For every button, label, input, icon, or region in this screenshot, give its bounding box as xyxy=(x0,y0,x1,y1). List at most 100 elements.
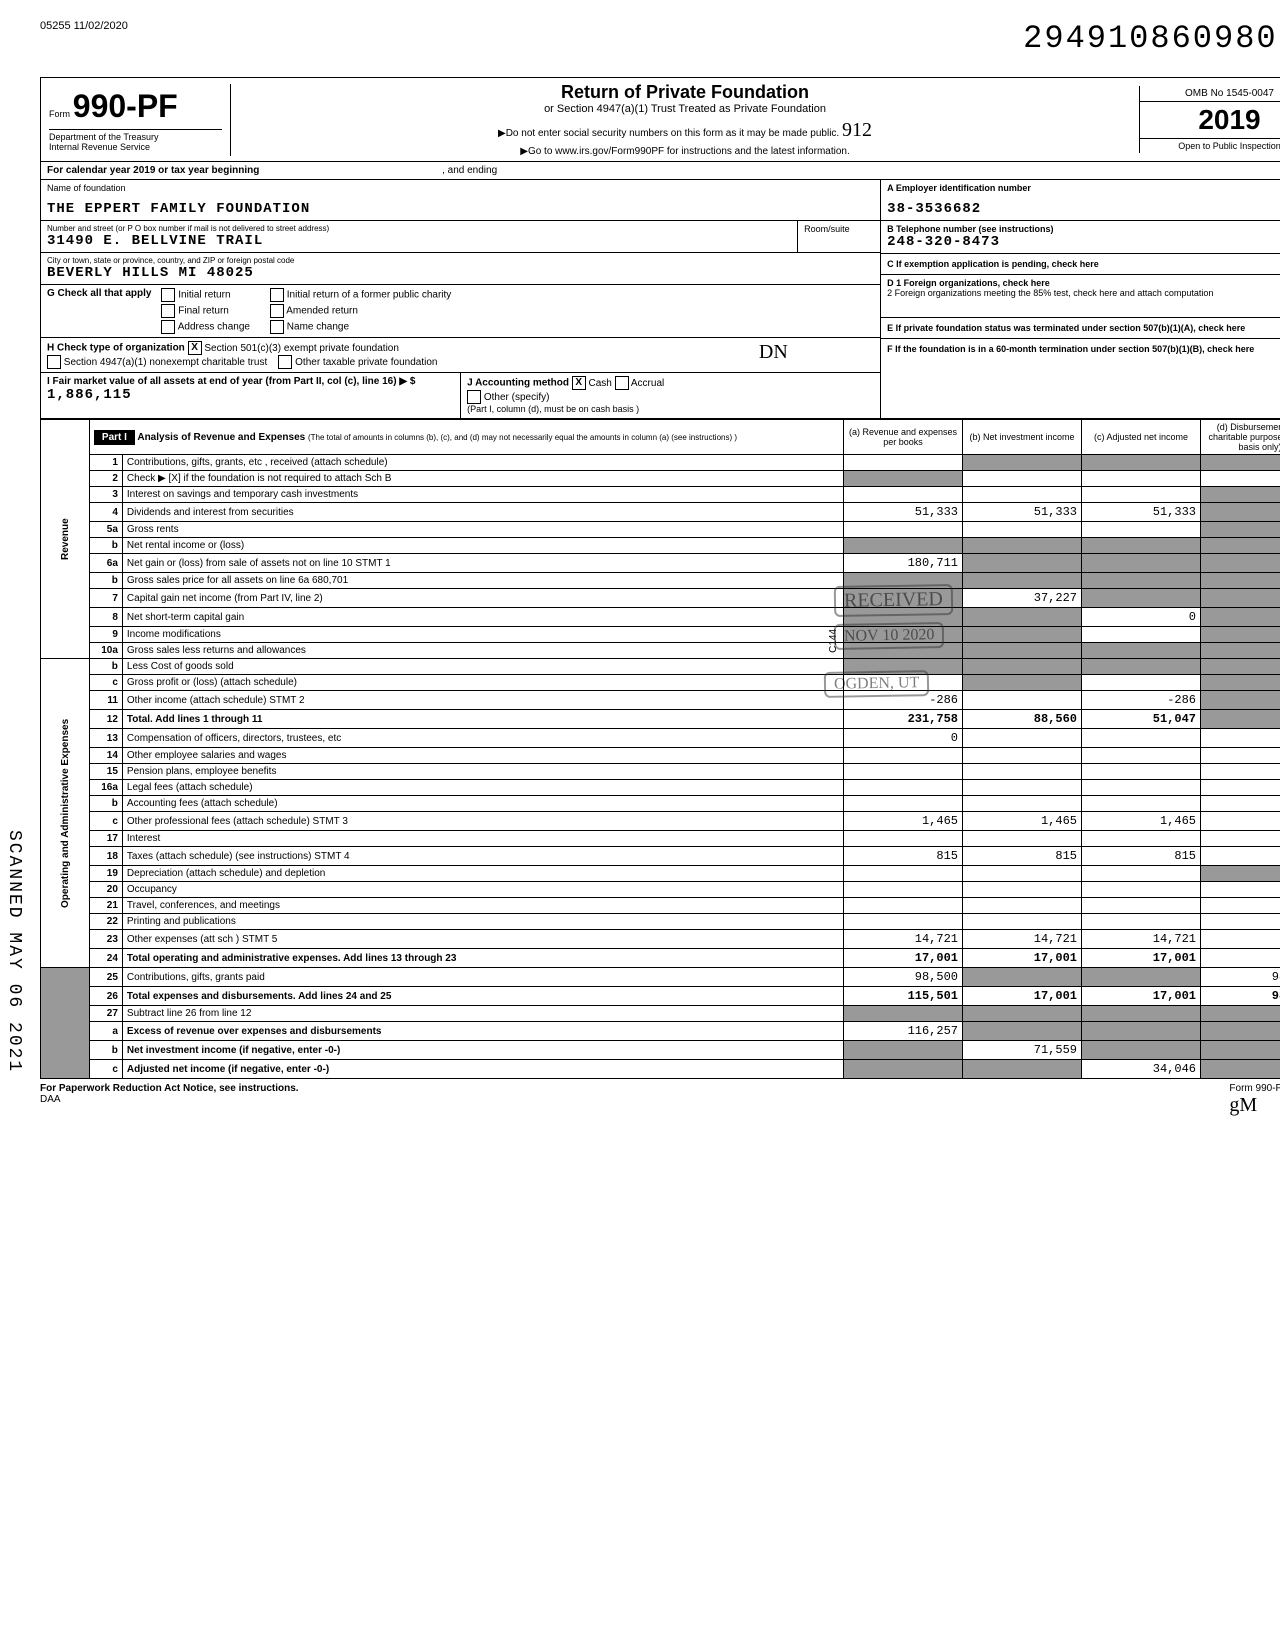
row-8-desc: Net short-term capital gain xyxy=(122,608,843,627)
row-7-b: 37,227 xyxy=(963,589,1082,608)
g-opt-final[interactable]: Final return xyxy=(161,304,250,318)
row-12-num: 12 xyxy=(89,710,122,729)
row-27a-num: a xyxy=(89,1022,122,1041)
row-17-num: 17 xyxy=(89,831,122,847)
row-4-c: 51,333 xyxy=(1082,503,1201,522)
footer-left: For Paperwork Reduction Act Notice, see … xyxy=(40,1083,299,1094)
col-d-header: (d) Disbursements for charitable purpose… xyxy=(1201,420,1280,455)
h-opt1-text: Section 501(c)(3) exempt private foundat… xyxy=(204,343,399,354)
row-25-d: 98,500 xyxy=(1201,968,1280,987)
city-label: City or town, state or province, country… xyxy=(47,256,874,265)
g-opt-3: Initial return of a former public charit… xyxy=(287,290,452,301)
j-accrual[interactable]: Accrual xyxy=(615,378,665,389)
row-23-desc: Other expenses (att sch ) STMT 5 xyxy=(122,930,843,949)
j-other[interactable]: Other (specify) xyxy=(467,392,549,403)
row-27c-c: 34,046 xyxy=(1082,1060,1201,1079)
page-top-row: 05255 11/02/2020 29491086098061 xyxy=(40,20,1280,57)
form-header: Form 990-PF Department of the Treasury I… xyxy=(40,77,1280,162)
row-26-desc: Total expenses and disbursements. Add li… xyxy=(122,987,843,1006)
h-opt3-text: Other taxable private foundation xyxy=(295,357,437,368)
g-opt-amended[interactable]: Amended return xyxy=(270,304,451,318)
row-5b-desc: Net rental income or (loss) xyxy=(122,538,843,554)
row-4-num: 4 xyxy=(89,503,122,522)
row-11-desc: Other income (attach schedule) STMT 2 xyxy=(122,691,843,710)
g-opt-4: Amended return xyxy=(286,306,358,317)
row-4-b: 51,333 xyxy=(963,503,1082,522)
d1-label: D 1 Foreign organizations, check here xyxy=(887,278,1280,288)
row-18-b: 815 xyxy=(963,847,1082,866)
row-5a-desc: Gross rents xyxy=(122,522,843,538)
j-cash-text: Cash xyxy=(589,378,612,389)
row-23-c: 14,721 xyxy=(1082,930,1201,949)
h-opt-other[interactable]: Other taxable private foundation xyxy=(278,357,437,368)
j-note: (Part I, column (d), must be on cash bas… xyxy=(467,404,639,414)
omb-number: OMB No 1545-0047 xyxy=(1140,86,1280,102)
top-right-code: 29491086098061 xyxy=(1023,20,1280,57)
row-18-num: 18 xyxy=(89,847,122,866)
row-23-b: 14,721 xyxy=(963,930,1082,949)
row-11-num: 11 xyxy=(89,691,122,710)
h-label: H Check type of organization xyxy=(47,343,185,354)
g-opt-1: Final return xyxy=(178,306,229,317)
section-h: H Check type of organization X Section 5… xyxy=(41,338,880,373)
row-2-desc: Check ▶ [X] if the foundation is not req… xyxy=(122,471,843,487)
j-label: J Accounting method xyxy=(467,378,569,389)
row-4-desc: Dividends and interest from securities xyxy=(122,503,843,522)
h-opt-501c3[interactable]: X Section 501(c)(3) exempt private found… xyxy=(188,343,399,354)
row-7-num: 7 xyxy=(89,589,122,608)
form-subtitle: or Section 4947(a)(1) Trust Treated as P… xyxy=(239,103,1131,115)
row-6b-desc: Gross sales price for all assets on line… xyxy=(122,573,843,589)
row-16c-desc: Other professional fees (attach schedule… xyxy=(122,812,843,831)
row-21-num: 21 xyxy=(89,898,122,914)
ogden-stamp: OGDEN, UT xyxy=(824,670,930,698)
g-opt-initial-former[interactable]: Initial return of a former public charit… xyxy=(270,288,451,302)
row-10b-num: b xyxy=(89,659,122,675)
h-opt-4947[interactable]: Section 4947(a)(1) nonexempt charitable … xyxy=(47,357,267,368)
i-label: I Fair market value of all assets at end… xyxy=(47,376,415,387)
row-16c-b: 1,465 xyxy=(963,812,1082,831)
row-26-c: 17,001 xyxy=(1082,987,1201,1006)
top-left-code: 05255 11/02/2020 xyxy=(40,20,128,57)
form-number-block: Form 990-PF Department of the Treasury I… xyxy=(41,84,231,156)
row-15-num: 15 xyxy=(89,764,122,780)
row-18-c: 815 xyxy=(1082,847,1201,866)
f-label: F If the foundation is in a 60-month ter… xyxy=(887,344,1280,354)
row-10a-num: 10a xyxy=(89,643,122,659)
open-inspection: Open to Public Inspection xyxy=(1140,138,1280,153)
row-27b-b: 71,559 xyxy=(963,1041,1082,1060)
expenses-label: Operating and Administrative Expenses xyxy=(41,659,90,968)
identity-block: Name of foundation THE EPPERT FAMILY FOU… xyxy=(40,180,1280,419)
revenue-label: Revenue xyxy=(41,420,90,659)
c-label: C If exemption application is pending, c… xyxy=(887,259,1280,269)
part-1-table: Revenue Part I Analysis of Revenue and E… xyxy=(40,419,1280,1079)
row-6b-num: b xyxy=(89,573,122,589)
row-6a-desc: Net gain or (loss) from sale of assets n… xyxy=(122,554,843,573)
row-26-a: 115,501 xyxy=(844,987,963,1006)
hand-annotation: 912 xyxy=(842,119,872,141)
h-opt2-text: Section 4947(a)(1) nonexempt charitable … xyxy=(64,357,267,368)
g-opt-5: Name change xyxy=(287,322,349,333)
row-16b-num: b xyxy=(89,796,122,812)
header-right: OMB No 1545-0047 2019 Open to Public Ins… xyxy=(1139,86,1280,153)
row-26-b: 17,001 xyxy=(963,987,1082,1006)
row-13-a: 0 xyxy=(844,729,963,748)
row-26-num: 26 xyxy=(89,987,122,1006)
form-prefix: Form xyxy=(49,109,70,119)
row-3-desc: Interest on savings and temporary cash i… xyxy=(122,487,843,503)
g-opt-initial[interactable]: Initial return xyxy=(161,288,250,302)
row-19-desc: Depreciation (attach schedule) and deple… xyxy=(122,866,843,882)
g-opt-address[interactable]: Address change xyxy=(161,320,250,334)
j-other-text: Other (specify) xyxy=(484,392,550,403)
col-b-header: (b) Net investment income xyxy=(963,420,1082,455)
row-6a-a: 180,711 xyxy=(844,554,963,573)
row-27a-a: 116,257 xyxy=(844,1022,963,1041)
dept-line-2: Internal Revenue Service xyxy=(49,142,222,152)
g-opt-name[interactable]: Name change xyxy=(270,320,451,334)
warn-1-text: ▶Do not enter social security numbers on… xyxy=(498,128,839,139)
j-cash[interactable]: X Cash xyxy=(572,378,612,389)
row-20-desc: Occupancy xyxy=(122,882,843,898)
calendar-line: For calendar year 2019 or tax year begin… xyxy=(47,165,259,176)
footer: For Paperwork Reduction Act Notice, see … xyxy=(40,1083,1280,1117)
g-opt-2: Address change xyxy=(178,322,250,333)
row-23-a: 14,721 xyxy=(844,930,963,949)
